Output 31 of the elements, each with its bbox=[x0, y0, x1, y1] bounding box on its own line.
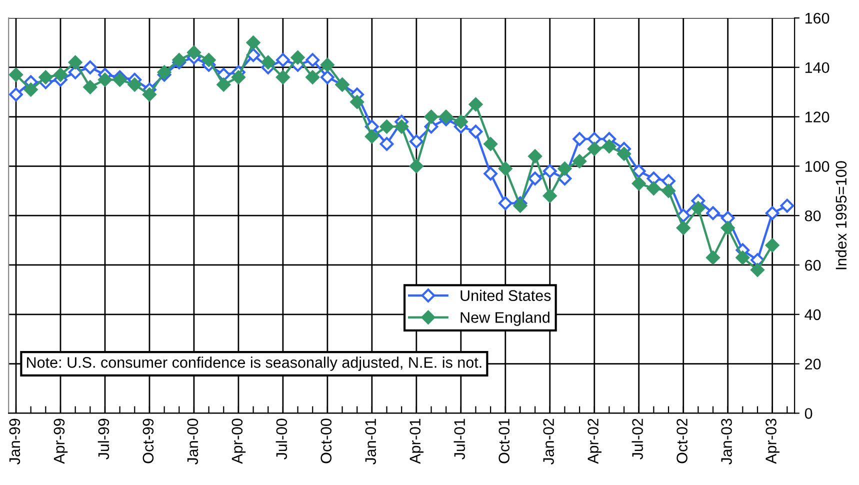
y-tick-label: 80 bbox=[804, 210, 821, 222]
y-tick-label: 140 bbox=[805, 62, 830, 74]
x-tick-label: Oct-00 bbox=[320, 418, 332, 464]
y-tick-label: 60 bbox=[805, 260, 821, 271]
y-tick-label: 100 bbox=[805, 161, 830, 172]
x-tick-label: Oct-01 bbox=[498, 418, 510, 464]
y-tick-label: 0 bbox=[804, 408, 812, 419]
x-tick-label: Jan-03 bbox=[721, 418, 732, 465]
legend-label: United States bbox=[460, 290, 551, 301]
x-tick-label: Jul-02 bbox=[632, 418, 643, 460]
y-tick-label: 40 bbox=[804, 309, 821, 320]
x-tick-label: Oct-99 bbox=[142, 418, 154, 464]
x-tick-label: Jul-00 bbox=[276, 418, 288, 460]
y-tick-label: 20 bbox=[805, 358, 821, 370]
x-tick-label: Apr-03 bbox=[766, 418, 780, 464]
x-tick-label: Jul-01 bbox=[454, 418, 466, 460]
annotation: Note: U.S. consumer confidence is seasonally adjusted, N.E. is not. bbox=[27, 356, 482, 371]
x-tick-label: Apr-01 bbox=[410, 418, 424, 464]
x-tick-label: Jan-01 bbox=[365, 418, 376, 465]
x-tick-label: Jan-99 bbox=[9, 418, 20, 465]
x-tick-label: Apr-00 bbox=[232, 418, 246, 464]
y-axis-title: Index 1995=100 bbox=[835, 161, 847, 270]
x-tick-label: Apr-02 bbox=[588, 418, 602, 464]
y-tick-label: 120 bbox=[805, 112, 830, 122]
x-tick-label: Oct-02 bbox=[676, 418, 688, 464]
legend-label: New England bbox=[460, 312, 550, 326]
y-tick-label: 160 bbox=[805, 12, 830, 24]
x-tick-label: Apr-99 bbox=[54, 418, 68, 464]
x-tick-label: Jul-99 bbox=[98, 418, 110, 460]
x-tick-label: Jan-02 bbox=[543, 418, 554, 465]
x-tick-label: Jan-00 bbox=[187, 418, 198, 465]
